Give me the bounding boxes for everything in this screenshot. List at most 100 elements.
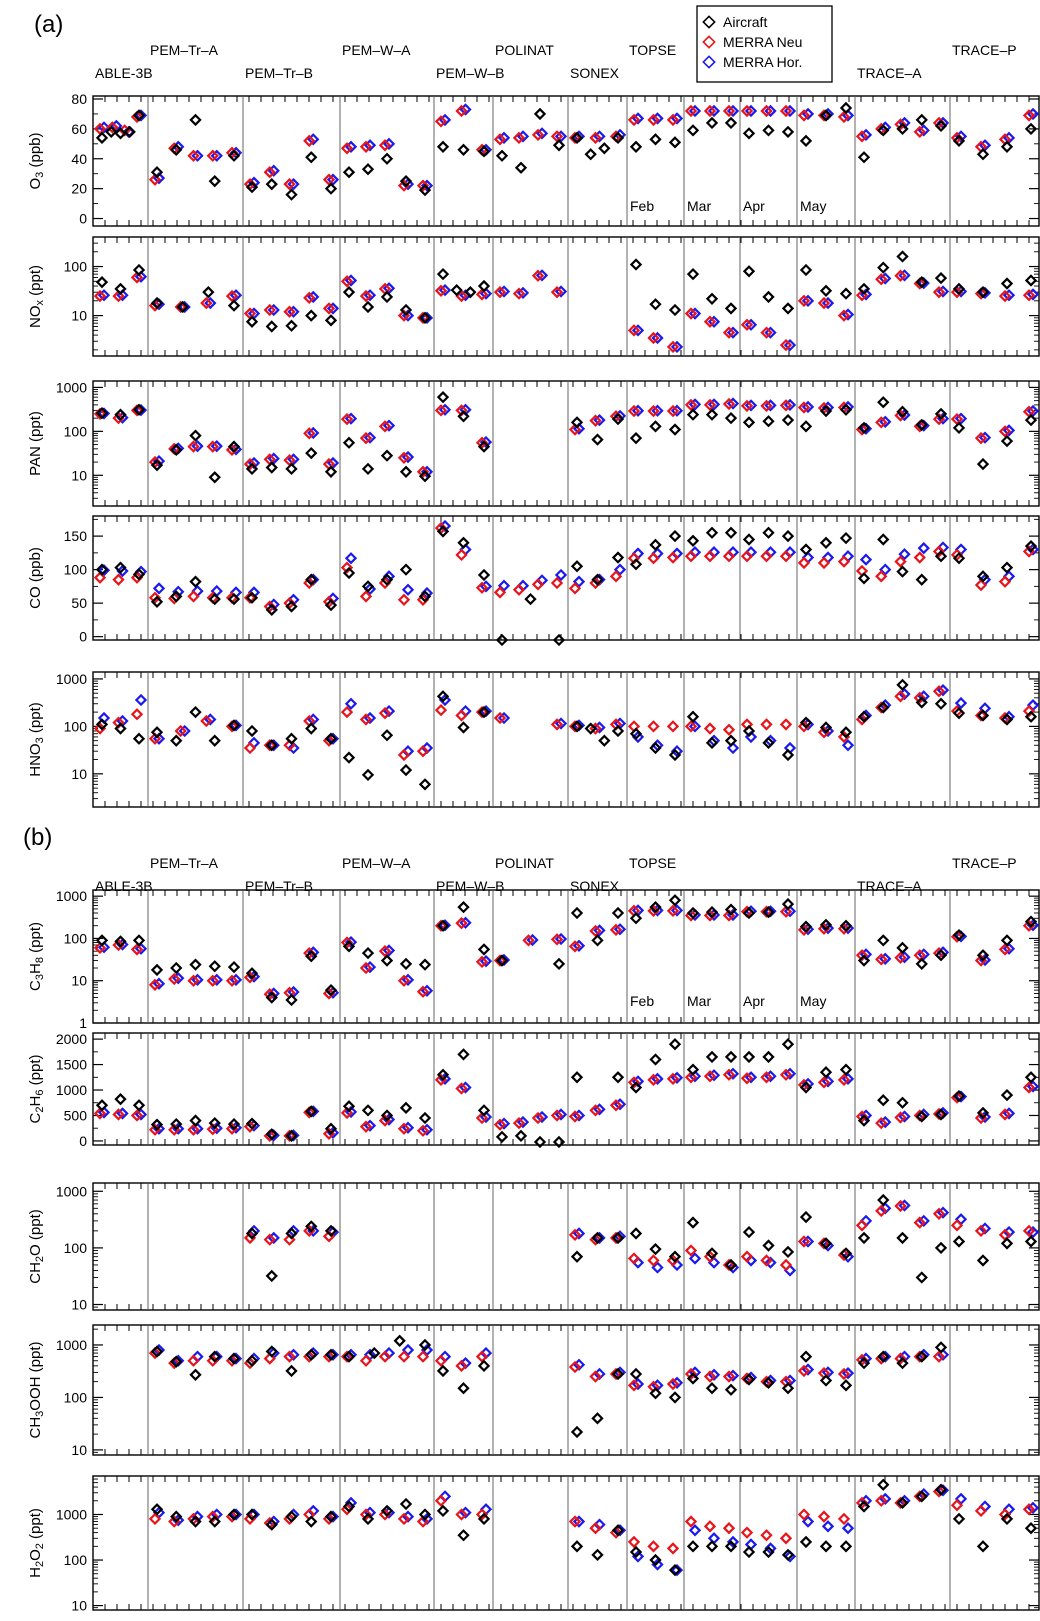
data-point-aircraft xyxy=(705,1050,719,1064)
data-point-aircraft xyxy=(342,1350,356,1363)
data-point-aircraft xyxy=(245,591,259,604)
data-point-aircraft xyxy=(629,558,643,571)
data-point-merra-neu xyxy=(475,581,489,594)
data-point-aircraft xyxy=(839,1540,853,1553)
data-point-aircraft xyxy=(799,716,813,729)
data-point-merra-neu xyxy=(797,556,811,570)
data-point-merra-neu xyxy=(779,338,793,352)
data-point-merra-neu xyxy=(855,713,869,726)
y-tick-label: 1500 xyxy=(56,1057,87,1073)
y-axis-label: HNO3 (ppt) xyxy=(27,702,46,776)
data-point-aircraft xyxy=(724,302,738,315)
y-tick-label: 100 xyxy=(64,930,88,946)
data-point-aircraft xyxy=(839,1379,853,1392)
data-point-aircraft xyxy=(668,423,682,436)
data-point-aircraft xyxy=(649,1553,662,1567)
data-point-aircraft xyxy=(611,1231,625,1245)
data-point-aircraft xyxy=(819,536,833,549)
data-point-aircraft xyxy=(724,1540,738,1553)
data-point-merra-neu xyxy=(206,440,219,453)
data-point-merra-neu xyxy=(455,104,468,118)
data-point-aircraft xyxy=(150,166,164,179)
data-point-aircraft xyxy=(457,1529,470,1542)
data-point-merra-neu xyxy=(950,1499,964,1512)
y-tick-label: 50 xyxy=(71,595,87,611)
data-point-merra-neu xyxy=(112,289,125,303)
y-tick-label: 60 xyxy=(71,121,87,137)
data-point-aircraft xyxy=(915,1271,928,1284)
data-point-merra-neu xyxy=(359,713,373,726)
y-tick-label: 10 xyxy=(71,467,87,483)
data-point-merra-neu xyxy=(397,974,411,987)
data-point-aircraft xyxy=(611,131,625,144)
data-point-aircraft xyxy=(305,1220,318,1233)
data-point-aircraft xyxy=(150,726,164,739)
data-point-aircraft xyxy=(399,957,413,971)
data-point-aircraft xyxy=(1000,140,1014,153)
data-point-aircraft xyxy=(934,119,948,133)
data-point-merra-neu xyxy=(779,1258,793,1272)
y-tick-label: 0 xyxy=(79,211,87,227)
data-point-merra-neu xyxy=(550,718,564,731)
data-point-merra-neu xyxy=(797,923,811,936)
data-point-merra-hor xyxy=(821,922,835,935)
data-point-merra-hor xyxy=(688,1252,702,1265)
data-point-merra-neu xyxy=(416,593,430,606)
data-point-aircraft xyxy=(1024,413,1038,427)
data-point-aircraft xyxy=(934,1341,948,1354)
data-point-aircraft xyxy=(324,598,338,612)
data-point-merra-hor xyxy=(821,401,835,414)
data-point-merra-neu xyxy=(666,404,680,418)
data-point-merra-hor xyxy=(707,908,721,922)
data-point-merra-neu xyxy=(722,723,736,736)
data-point-merra-neu xyxy=(568,720,582,733)
data-point-merra-hor xyxy=(670,904,684,917)
data-point-merra-neu xyxy=(837,922,851,935)
data-point-merra-neu xyxy=(568,1515,582,1528)
data-point-aircraft xyxy=(208,1350,221,1363)
data-point-aircraft xyxy=(668,1563,682,1577)
data-point-merra-hor xyxy=(287,178,300,191)
data-point-aircraft xyxy=(436,267,450,281)
data-point-aircraft xyxy=(668,303,682,317)
data-point-merra-neu xyxy=(148,591,162,604)
data-point-aircraft xyxy=(457,536,470,549)
data-point-aircraft xyxy=(305,573,318,586)
data-point-merra-neu xyxy=(913,1490,926,1503)
data-point-merra-neu xyxy=(684,1244,698,1257)
data-point-aircraft xyxy=(227,299,241,312)
data-point-aircraft xyxy=(1000,713,1014,726)
data-point-merra-hor xyxy=(821,296,835,310)
y-tick-label: 100 xyxy=(64,1552,88,1568)
data-point-merra-neu xyxy=(263,1352,276,1365)
data-point-merra-neu xyxy=(913,551,926,564)
data-point-aircraft xyxy=(799,134,813,147)
data-point-merra-neu xyxy=(531,1111,545,1125)
data-point-merra-neu xyxy=(206,1510,219,1523)
y-axis-label: C2H6 (ppt) xyxy=(27,1055,46,1124)
data-point-aircraft xyxy=(799,543,813,556)
data-point-aircraft xyxy=(305,446,318,460)
data-point-merra-neu xyxy=(740,1526,754,1539)
data-point-aircraft xyxy=(464,286,477,299)
data-point-aircraft xyxy=(245,724,259,738)
data-point-aircraft xyxy=(952,1089,966,1103)
data-point-merra-neu xyxy=(817,1237,831,1250)
data-point-merra-neu xyxy=(837,1367,851,1381)
data-point-merra-neu xyxy=(855,130,869,143)
data-point-merra-hor xyxy=(879,952,892,965)
data-point-aircraft xyxy=(649,900,662,914)
data-point-aircraft xyxy=(95,718,109,731)
data-point-merra-neu xyxy=(359,289,373,303)
data-point-aircraft xyxy=(285,1510,298,1523)
data-point-aircraft xyxy=(324,1224,338,1238)
data-point-aircraft xyxy=(668,1391,682,1404)
data-point-aircraft xyxy=(245,180,259,194)
data-point-aircraft xyxy=(915,1110,928,1123)
data-point-aircraft xyxy=(857,710,871,723)
y-tick-label: 1000 xyxy=(56,1337,87,1353)
data-point-aircraft xyxy=(781,1245,795,1259)
month-label-b-3: May xyxy=(800,993,826,1009)
data-point-aircraft xyxy=(265,1128,278,1141)
